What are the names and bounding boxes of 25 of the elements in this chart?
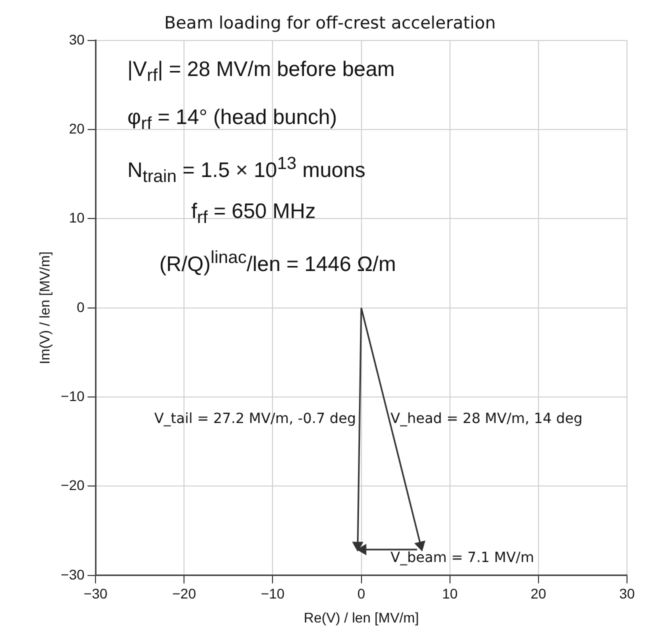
x-tick-label: 20 <box>530 586 546 602</box>
annotation: V_beam = 7.1 MV/m <box>390 550 534 566</box>
y-tick-label: −30 <box>60 566 85 582</box>
annotation: f$_{rf}$ = 650 MHz <box>191 200 316 228</box>
x-tick-label: −30 <box>84 586 108 602</box>
y-tick-label: 10 <box>68 210 85 226</box>
annotation: V_tail = 27.2 MV/m, -0.7 deg <box>154 411 356 428</box>
y-tick-label: −10 <box>60 388 85 404</box>
chart-title: Beam loading for off-crest acceleration <box>164 14 496 34</box>
y-tick-label: −20 <box>60 477 85 494</box>
y-axis-title: Im(V) / len [MV/m] <box>36 252 52 364</box>
x-tick-label: −10 <box>260 586 285 602</box>
x-axis-title: Re(V) / len [MV/m] <box>304 609 419 626</box>
y-tick-label: 0 <box>76 298 85 315</box>
x-tick-label: 30 <box>619 586 635 602</box>
x-tick-label: 10 <box>442 586 458 602</box>
annotation: V_head = 28 MV/m, 14 deg <box>390 411 582 428</box>
annotation: N$_{train}$ = 1.5 × 10$^{13}$ muons <box>127 153 366 187</box>
x-tick-label: −20 <box>172 586 196 602</box>
x-tick-label: 0 <box>357 586 366 602</box>
annotation: (R/Q)$^{linac}$/len = 1446 Ω/m <box>159 247 396 276</box>
y-tick-label: 30 <box>68 31 85 48</box>
y-tick-label: 20 <box>68 120 85 136</box>
annotation: |V$_{rf}$| = 28 MV/m before beam <box>127 58 395 86</box>
annotation: φ$_{rf}$ = 14° (head bunch) <box>127 106 338 134</box>
